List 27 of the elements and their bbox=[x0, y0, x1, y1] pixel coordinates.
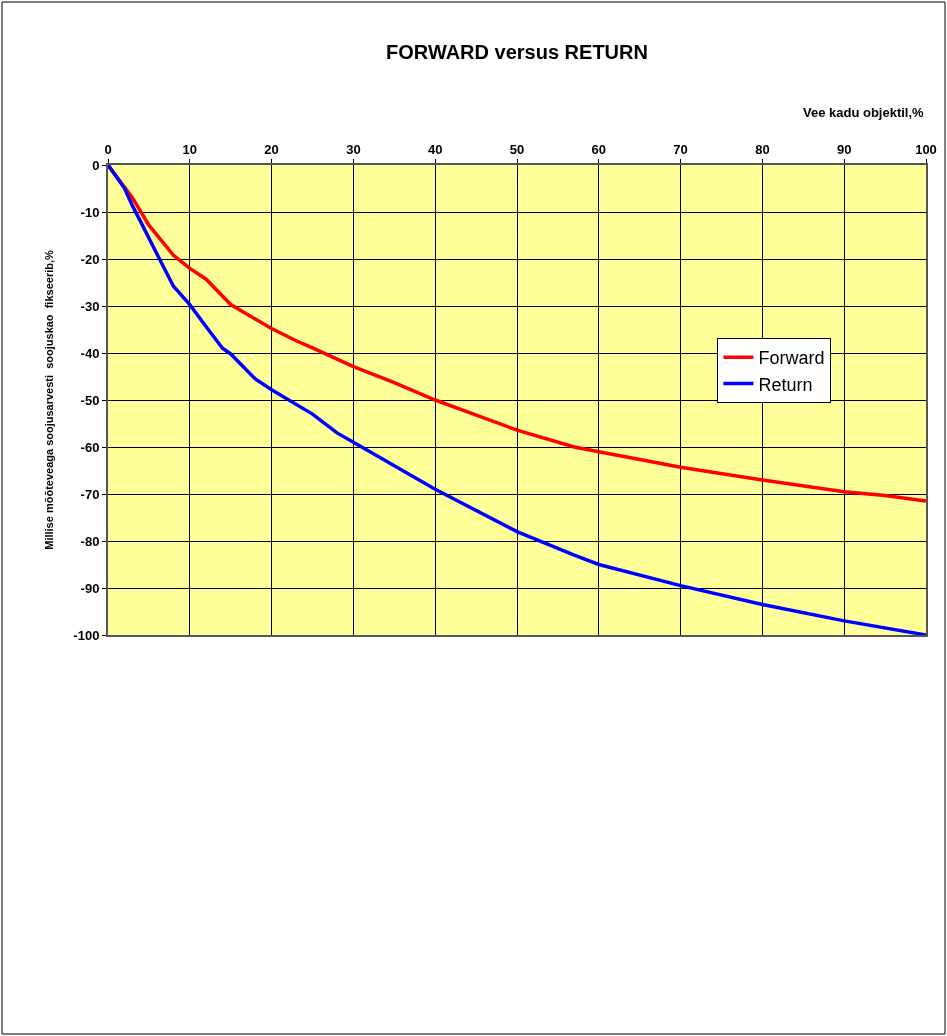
y-tick-label: -30 bbox=[80, 298, 100, 314]
x-tick-label: 80 bbox=[755, 141, 770, 157]
x-tick-label: 100 bbox=[915, 141, 937, 157]
x-tick-label: 40 bbox=[427, 141, 443, 157]
y-tick-label: -90 bbox=[80, 580, 100, 596]
legend-label: Return bbox=[758, 374, 813, 395]
x-tick-label: 90 bbox=[836, 141, 852, 157]
x-axis-title: Vee kadu objektil,% bbox=[803, 105, 925, 120]
y-tick-label: -20 bbox=[80, 251, 100, 267]
x-tick-label: 50 bbox=[509, 141, 525, 157]
y-tick-label: -40 bbox=[80, 345, 100, 361]
y-tick-label: -50 bbox=[80, 392, 100, 408]
y-axis-title: Millise mõõteveaga soojusarvesti soojuskao fikseerib,% bbox=[42, 250, 55, 550]
y-tick-label: -80 bbox=[80, 533, 100, 549]
y-tick-label: -60 bbox=[80, 439, 100, 455]
x-tick-label: 0 bbox=[104, 141, 112, 157]
y-tick-label: -10 bbox=[80, 204, 100, 220]
legend-label: Forward bbox=[758, 348, 825, 369]
x-tick-label: 70 bbox=[673, 141, 688, 157]
x-tick-label: 30 bbox=[346, 141, 361, 157]
x-tick-label: 10 bbox=[182, 141, 198, 157]
x-tick-label: 60 bbox=[591, 141, 607, 157]
chart-title: FORWARD versus RETURN bbox=[386, 41, 648, 63]
x-tick-label: 20 bbox=[264, 141, 279, 157]
y-tick-label: 0 bbox=[92, 157, 100, 173]
y-tick-label: -100 bbox=[73, 627, 100, 643]
y-tick-label: -70 bbox=[80, 486, 100, 502]
